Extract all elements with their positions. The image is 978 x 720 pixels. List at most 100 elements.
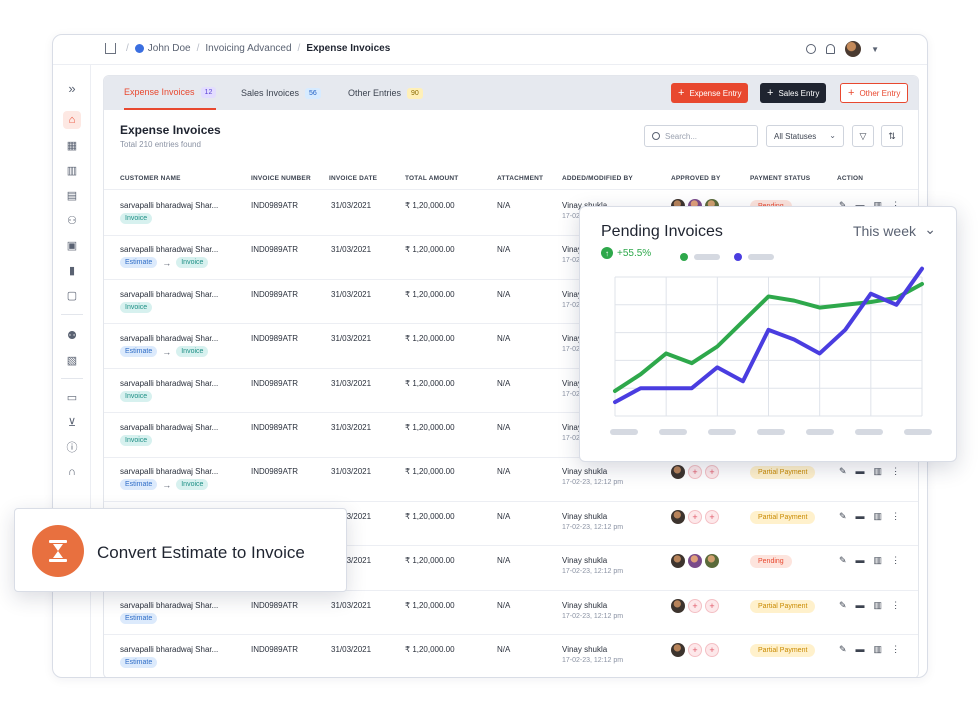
- delete-icon[interactable]: ▥: [873, 555, 883, 566]
- expand-icon[interactable]: »: [68, 80, 76, 96]
- more-icon[interactable]: ⋮: [891, 466, 901, 477]
- modified-by: Vinay shukla: [562, 556, 608, 566]
- add-approver-icon[interactable]: +: [705, 643, 719, 657]
- column-header[interactable]: ACTION: [837, 175, 864, 182]
- add-approver-icon[interactable]: +: [688, 465, 702, 480]
- total-amount: ₹ 1,20,000.00: [405, 645, 455, 654]
- edit-icon[interactable]: ✎: [839, 200, 847, 210]
- tab-expense-invoices[interactable]: Expense Invoices 12: [124, 76, 217, 110]
- sort-button[interactable]: ⇅: [881, 125, 903, 147]
- comment-icon[interactable]: ▬: [855, 510, 865, 521]
- other-entry-button[interactable]: + Other Entry: [840, 83, 909, 103]
- row-actions: ✎ ▬ ▥ ⋮: [839, 600, 900, 611]
- column-header[interactable]: INVOICE DATE: [329, 175, 378, 182]
- chart-title: Pending Invoices: [601, 223, 723, 240]
- breadcrumb-section[interactable]: Invoicing Advanced: [205, 43, 292, 54]
- column-header[interactable]: ADDED/MODIFIED BY: [562, 175, 633, 182]
- customer-name[interactable]: sarvapalli bharadwaj Shar...: [120, 645, 219, 654]
- comment-icon[interactable]: ▬: [855, 555, 865, 566]
- sidebar-support-icon[interactable]: ∩: [68, 466, 76, 478]
- customer-name[interactable]: sarvapalli bharadwaj Shar...: [120, 201, 219, 210]
- edit-icon[interactable]: ✎: [839, 555, 847, 566]
- customer-name[interactable]: sarvapalli bharadwaj Shar...: [120, 467, 219, 477]
- more-icon[interactable]: ⋮: [891, 200, 901, 210]
- add-approver-icon[interactable]: +: [688, 598, 702, 613]
- add-approver-icon[interactable]: +: [688, 509, 702, 524]
- customer-name[interactable]: sarvapalli bharadwaj Shar...: [120, 378, 219, 388]
- customer-name[interactable]: sarvapalli bharadwaj Shar...: [120, 423, 219, 432]
- delete-icon[interactable]: ▥: [873, 510, 883, 521]
- sidebar-wallet-icon[interactable]: ▭: [66, 391, 78, 404]
- customer-name[interactable]: sarvapalli bharadwaj Shar...: [120, 600, 219, 610]
- column-header[interactable]: INVOICE NUMBER: [251, 175, 311, 182]
- sidebar-info-icon[interactable]: ⓘ: [66, 442, 78, 454]
- period-dropdown[interactable]: This week: [852, 223, 916, 239]
- sidebar-add-user-icon[interactable]: ⚇: [67, 214, 77, 227]
- total-amount: ₹ 1,20,000.00: [405, 423, 455, 432]
- sidebar-chart-icon[interactable]: ▮: [68, 264, 76, 277]
- table-row[interactable]: sarvapalli bharadwaj Shar... Estimate → Inv…: [104, 457, 918, 502]
- sidebar-book-icon[interactable]: ▥: [66, 164, 78, 177]
- add-approver-icon[interactable]: +: [705, 509, 719, 524]
- edit-icon[interactable]: ✎: [839, 644, 847, 654]
- delete-icon[interactable]: ▥: [873, 644, 883, 654]
- chevron-down-icon[interactable]: ▼: [871, 44, 879, 54]
- column-header[interactable]: APPROVED BY: [671, 175, 721, 182]
- sidebar-cart-icon[interactable]: ⊻: [67, 416, 77, 429]
- column-header[interactable]: CUSTOMER NAME: [120, 175, 181, 182]
- home-icon[interactable]: [105, 43, 116, 54]
- search-placeholder: Search...: [665, 131, 698, 141]
- more-icon[interactable]: ⋮: [891, 510, 901, 521]
- sidebar-id-card-icon[interactable]: ▧: [66, 354, 78, 367]
- comment-icon[interactable]: ▬: [855, 644, 865, 654]
- tab-other-entries[interactable]: Other Entries 90: [348, 76, 423, 110]
- sidebar-table-icon[interactable]: ▢: [66, 289, 78, 302]
- edit-icon[interactable]: ✎: [839, 599, 847, 610]
- invoice-date: 31/03/2021: [331, 645, 372, 654]
- table-row[interactable]: sarvapalli bharadwaj Shar... Estimate IND0…: [104, 591, 918, 636]
- customer-name[interactable]: sarvapalli bharadwaj Shar...: [120, 289, 219, 299]
- search-input[interactable]: Search...: [644, 125, 758, 147]
- comment-icon[interactable]: ▬: [855, 200, 865, 210]
- comment-icon[interactable]: ▬: [855, 599, 865, 610]
- sidebar-users-icon[interactable]: ⚉: [67, 329, 77, 342]
- customer-name[interactable]: sarvapalli bharadwaj Shar...: [120, 245, 219, 255]
- comment-icon[interactable]: ▬: [855, 466, 865, 477]
- table-row[interactable]: sarvapalli bharadwaj Shar... Estimate IND0…: [104, 635, 918, 677]
- more-icon[interactable]: ⋮: [891, 555, 901, 566]
- filter-button[interactable]: ▽: [852, 125, 874, 147]
- convert-estimate-card[interactable]: Convert Estimate to Invoice: [14, 508, 347, 592]
- column-header[interactable]: ATTACHMENT: [497, 175, 544, 182]
- expense-entry-button[interactable]: + Expense Entry: [671, 83, 749, 103]
- sidebar-home-icon[interactable]: ⌂: [63, 111, 81, 129]
- delete-icon[interactable]: ▥: [873, 599, 883, 610]
- sort-icon: ⇅: [888, 130, 896, 141]
- sales-entry-button[interactable]: + Sales Entry: [760, 83, 827, 103]
- status-select[interactable]: All Statuses ⌄: [766, 125, 844, 147]
- chevron-down-icon[interactable]: ⌄: [924, 221, 936, 237]
- sidebar-document-icon[interactable]: ▤: [66, 189, 78, 202]
- add-approver-icon[interactable]: +: [688, 643, 702, 657]
- arrow-up-icon: ↑: [601, 247, 613, 259]
- more-icon[interactable]: ⋮: [891, 644, 901, 654]
- column-header[interactable]: PAYMENT STATUS: [750, 175, 811, 182]
- customer-name[interactable]: sarvapalli bharadwaj Shar...: [120, 334, 219, 344]
- tab-sales-invoices[interactable]: Sales Invoices 56: [241, 76, 321, 110]
- delete-icon[interactable]: ▥: [873, 466, 883, 477]
- sidebar-briefcase-icon[interactable]: ▣: [66, 239, 78, 252]
- edit-icon[interactable]: ✎: [839, 466, 847, 477]
- invoice-chip: Invoice: [120, 390, 153, 402]
- approver-avatar: [671, 465, 685, 480]
- x-tick-placeholder: [806, 429, 834, 435]
- bell-icon[interactable]: [826, 44, 836, 54]
- more-icon[interactable]: ⋮: [891, 599, 901, 610]
- breadcrumb-user[interactable]: John Doe: [147, 43, 191, 54]
- add-approver-icon[interactable]: +: [705, 598, 719, 613]
- delete-icon[interactable]: ▥: [873, 200, 883, 210]
- column-header[interactable]: TOTAL AMOUNT: [405, 175, 459, 182]
- edit-icon[interactable]: ✎: [839, 510, 847, 521]
- search-icon[interactable]: [806, 44, 817, 54]
- avatar[interactable]: [845, 41, 862, 57]
- add-approver-icon[interactable]: +: [705, 465, 719, 480]
- sidebar-grid-icon[interactable]: ▦: [66, 139, 78, 152]
